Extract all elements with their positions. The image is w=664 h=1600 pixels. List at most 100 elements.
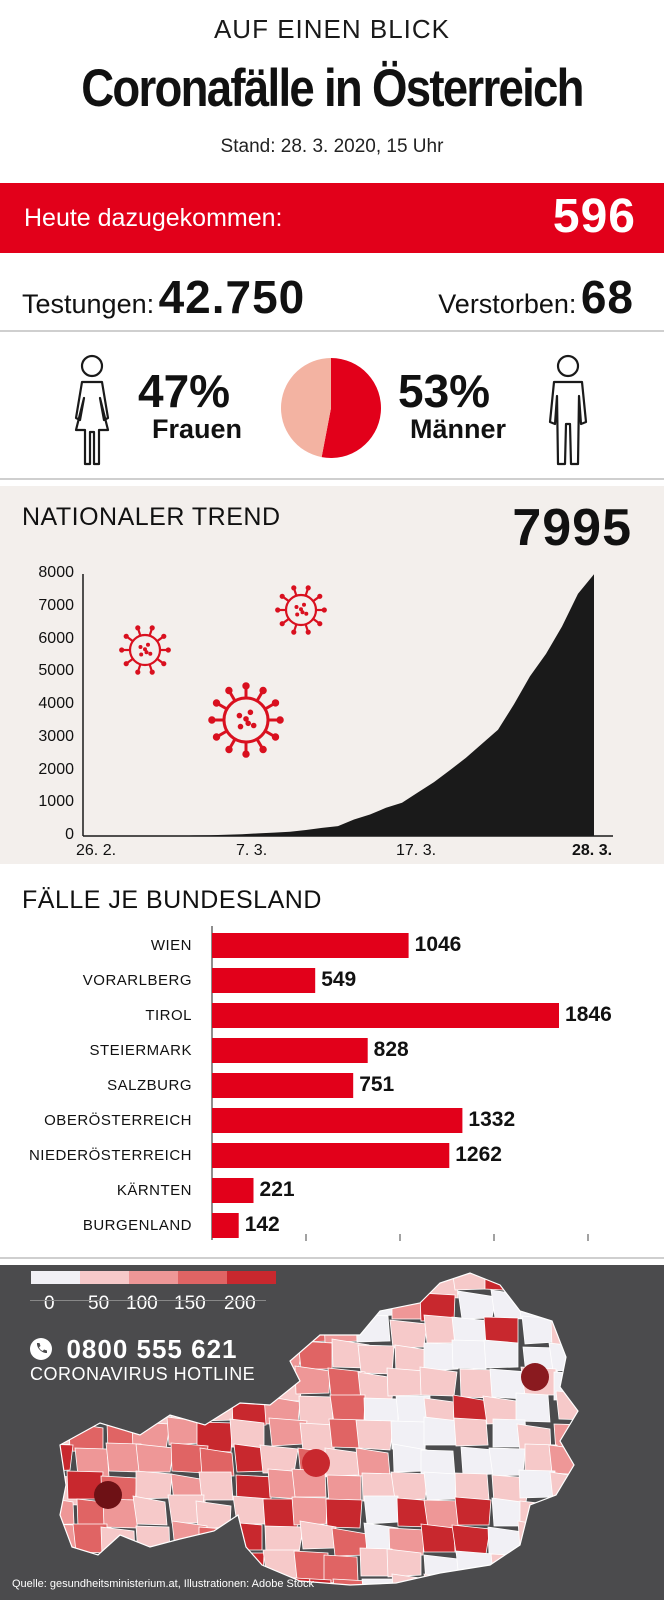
y-tick-label: 6000: [38, 629, 74, 647]
map-district: [549, 1471, 578, 1501]
legend-divider: [30, 1300, 266, 1301]
y-tick-label: 8000: [38, 564, 74, 581]
map-district: [548, 1444, 578, 1476]
map-district: [325, 1273, 364, 1297]
y-tick-label: 5000: [38, 662, 74, 680]
bar-category-label: WIEN: [150, 937, 192, 954]
map-district: [386, 1548, 422, 1578]
y-tick-label: 1000: [38, 793, 74, 811]
map-district: [355, 1419, 395, 1451]
map-district: [454, 1472, 490, 1502]
y-tick-label: 3000: [38, 727, 74, 745]
map-district: [359, 1288, 395, 1318]
map-district: [198, 1471, 234, 1501]
map-district: [585, 1292, 622, 1320]
map-district: [583, 1575, 621, 1600]
map-district: [258, 1314, 296, 1344]
map-district: [60, 1496, 75, 1526]
map-district: [587, 1365, 625, 1393]
map-district: [579, 1553, 613, 1581]
bar-category-label: NIEDERÖSTERREICH: [28, 1147, 192, 1164]
bar: [212, 1108, 463, 1133]
map-district: [355, 1313, 391, 1343]
map-district: [227, 1521, 263, 1551]
map-district: [60, 1443, 74, 1473]
bar: [212, 1073, 354, 1098]
bar-category-label: VORARLBERG: [82, 972, 192, 989]
man-icon: [548, 354, 588, 466]
map-district: [68, 1394, 104, 1424]
hotline-number: 0800 555 621: [66, 1334, 238, 1364]
trend-chart: [82, 574, 613, 837]
trend-total: 7995: [512, 499, 632, 557]
map-district: [579, 1447, 613, 1476]
y-tick-label: 7000: [38, 596, 74, 614]
map-district: [451, 1339, 488, 1370]
page-title: Coronafälle in Österreich: [81, 59, 584, 118]
map-district: [292, 1291, 328, 1322]
states-title: FÄLLE JE BUNDESLAND: [22, 886, 322, 914]
map-district: [390, 1471, 429, 1501]
map-district: [523, 1577, 559, 1585]
map-district: [94, 1481, 122, 1509]
deaths-label: Verstorben:: [438, 289, 577, 319]
women-label: Frauen: [152, 414, 243, 444]
men-label: Männer: [410, 414, 507, 444]
map-district: [548, 1342, 578, 1372]
map-district: [549, 1291, 578, 1321]
map-district: [453, 1417, 489, 1447]
map-district: [302, 1449, 330, 1477]
austria-outline: [59, 1272, 579, 1586]
source-credit: Quelle: gesundheitsministerium.at, Illus…: [12, 1578, 315, 1590]
virus-icon: [208, 682, 284, 758]
bar-value-label: 828: [373, 1038, 409, 1061]
bar-category-label: STEIERMARK: [89, 1042, 192, 1059]
bar-category-label: SALZBURG: [107, 1077, 192, 1094]
tests-stat: Testungen: 42.750: [22, 270, 305, 324]
hotline-subtitle: CORONAVIRUS HOTLINE: [30, 1364, 256, 1384]
divider: [0, 1257, 664, 1259]
map-district: [294, 1273, 330, 1298]
x-tick-label: 26. 2.: [76, 842, 117, 859]
map-district: [582, 1529, 616, 1557]
bar: [212, 968, 316, 993]
map-district: [389, 1319, 428, 1349]
tests-label: Testungen:: [22, 289, 155, 319]
map-district: [135, 1525, 171, 1557]
gender-pie: [281, 358, 381, 458]
map-district: [132, 1495, 168, 1526]
map-district: [60, 1395, 73, 1426]
map-district: [423, 1342, 459, 1372]
map-district: [423, 1554, 459, 1584]
map-district: [388, 1527, 426, 1557]
legend-swatch: [227, 1271, 276, 1284]
map-district: [323, 1314, 360, 1344]
states-chart: [211, 926, 589, 1241]
map-district: [554, 1552, 578, 1582]
pie-slice-men: [321, 358, 381, 458]
map-district: [554, 1273, 578, 1291]
bar-category-label: OBERÖSTERREICH: [44, 1112, 192, 1129]
legend-label: 0: [44, 1293, 55, 1314]
map-district: [199, 1447, 235, 1477]
map-district: [548, 1495, 578, 1527]
trend-title: NATIONALER TREND: [22, 503, 281, 531]
map-district: [490, 1553, 529, 1583]
divider: [0, 478, 664, 480]
map-district: [423, 1573, 459, 1585]
map-district: [552, 1576, 578, 1585]
bar-value-label: 1332: [468, 1108, 516, 1131]
map-district: [60, 1547, 76, 1578]
map-district: [332, 1578, 369, 1585]
x-tick-label: 28. 3.: [572, 842, 613, 859]
today-label: Heute dazugekommen:: [24, 204, 283, 232]
map-district: [519, 1273, 555, 1290]
hotline: 0800 555 621: [30, 1334, 238, 1365]
map-district: [135, 1396, 172, 1427]
bar: [212, 1038, 368, 1063]
map-district: [584, 1265, 618, 1292]
today-banner: Heute dazugekommen: 596: [0, 183, 664, 253]
trend-area-series: [98, 574, 594, 836]
bar-category-label: KÄRNTEN: [116, 1182, 192, 1199]
map-district: [294, 1577, 332, 1585]
